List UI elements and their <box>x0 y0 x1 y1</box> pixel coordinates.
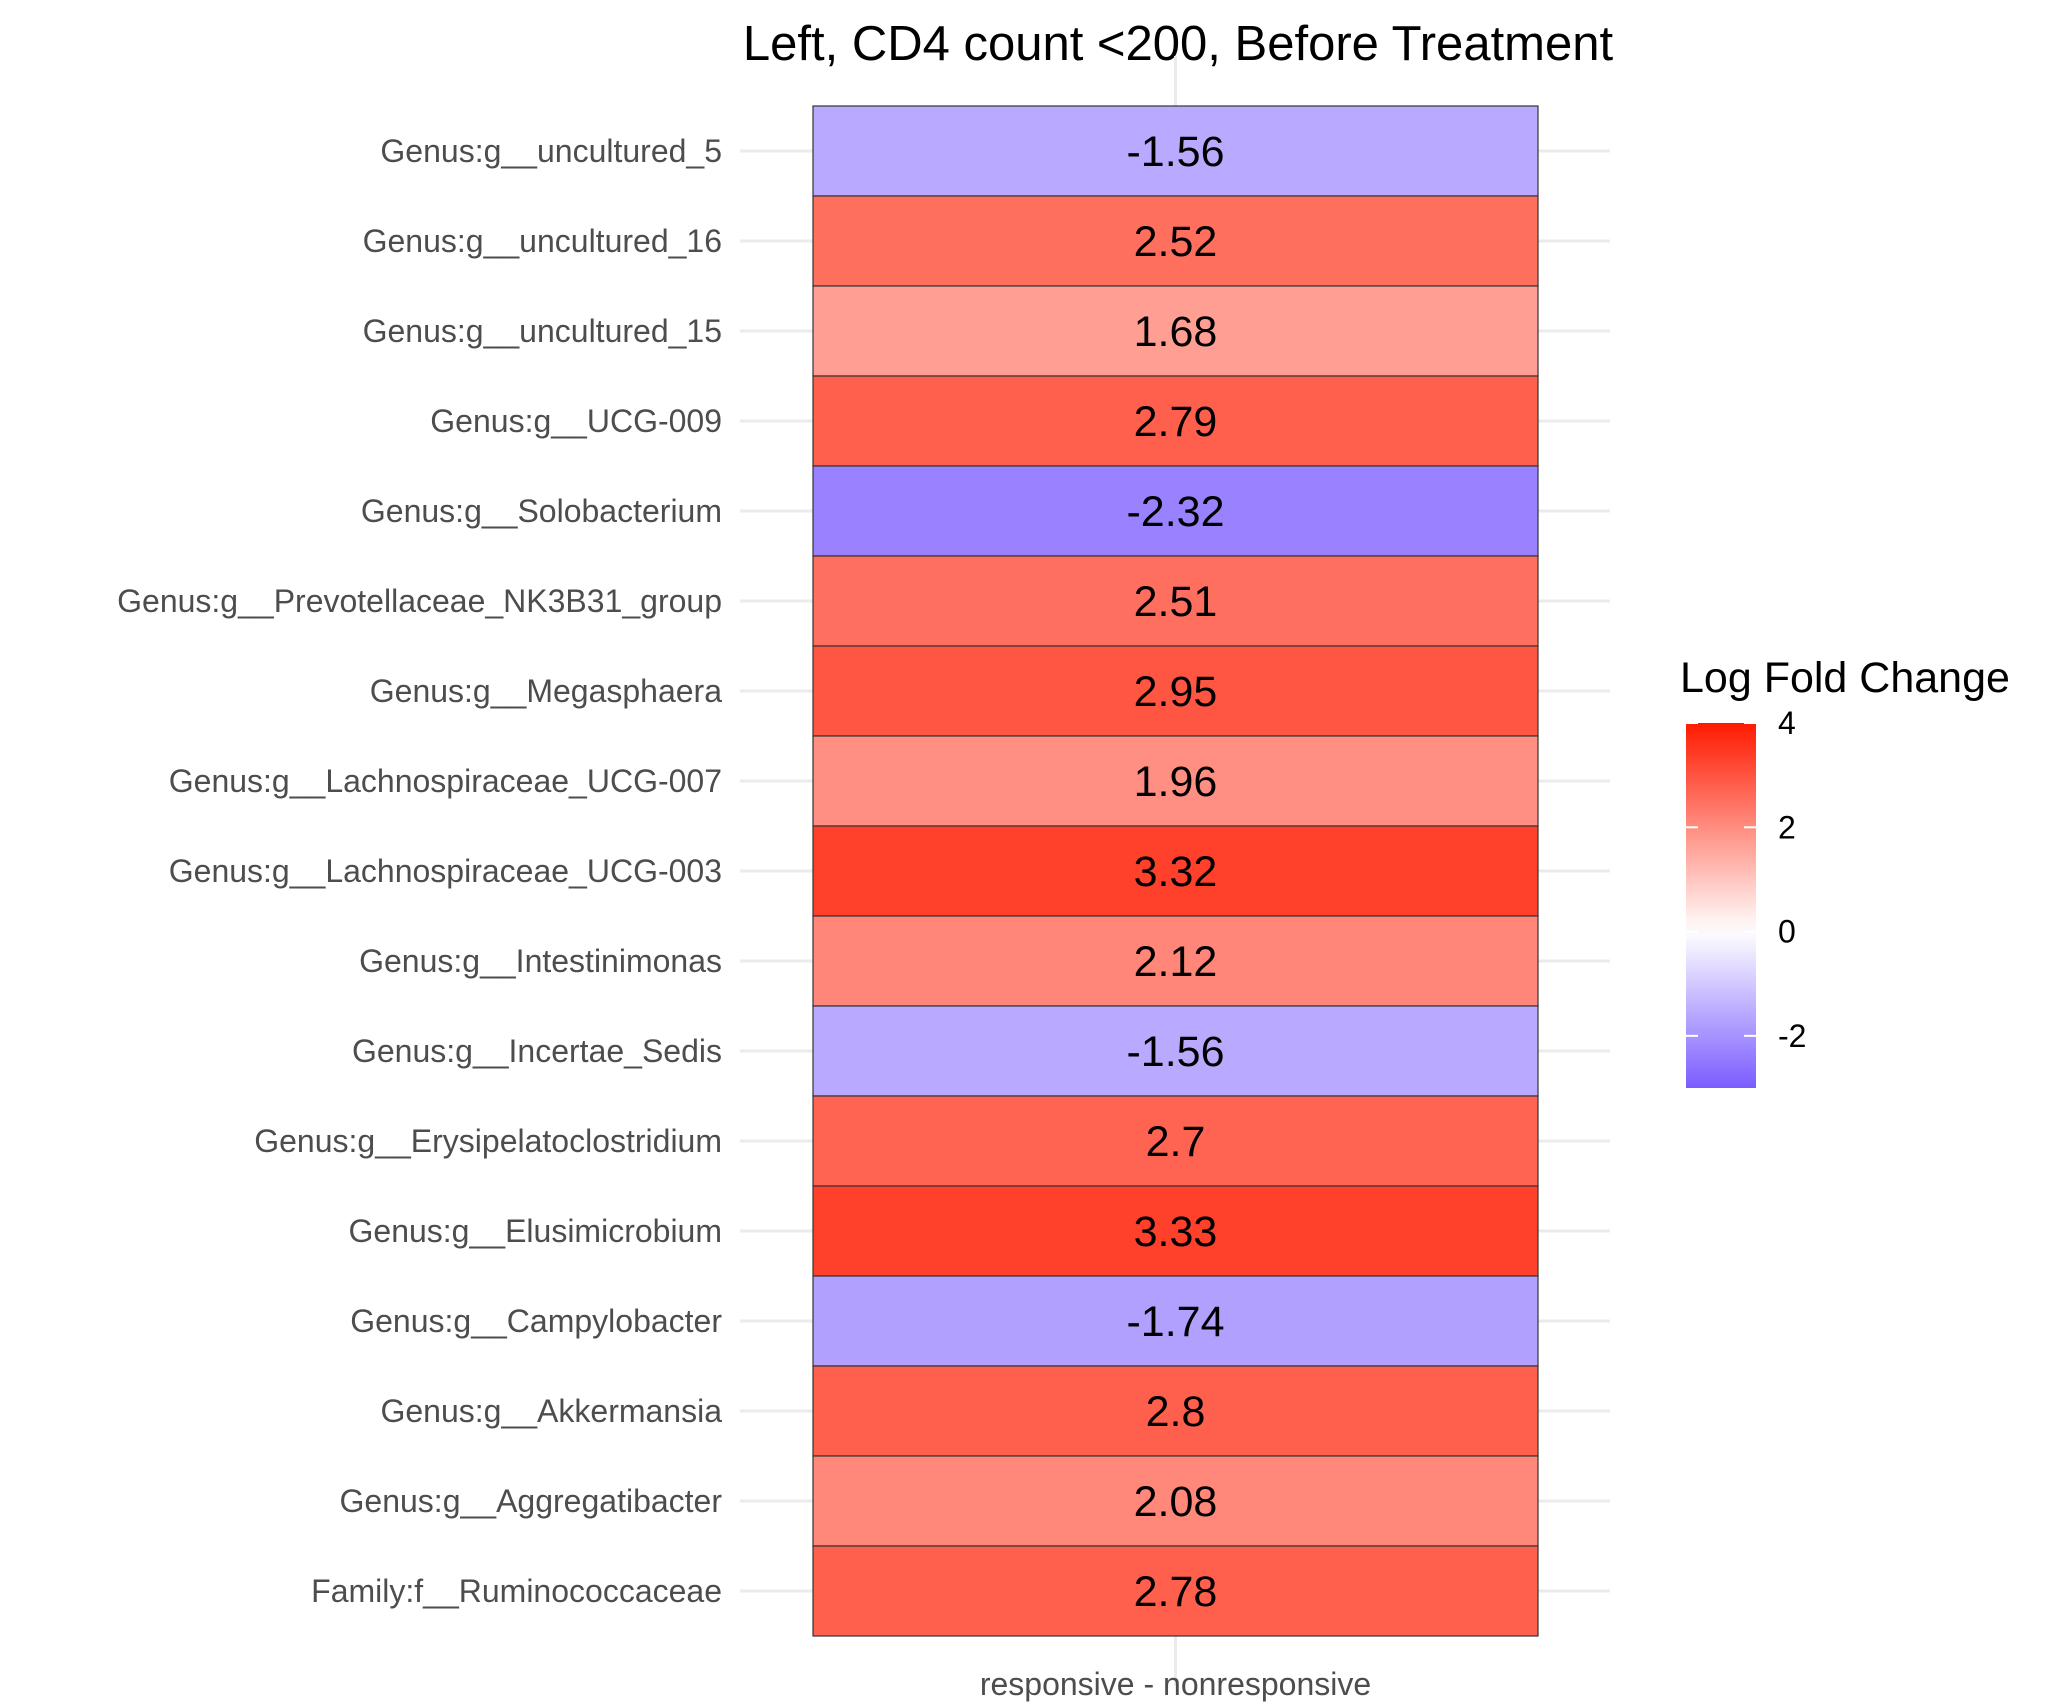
y-tick-label: Genus:g__uncultured_16 <box>363 223 722 259</box>
cell-value-label: -2.32 <box>1126 488 1224 536</box>
cell-value-label: 1.68 <box>1134 308 1218 356</box>
cell-value-label: 2.52 <box>1134 218 1218 266</box>
y-tick-label: Genus:g__Intestinimonas <box>359 943 722 979</box>
y-tick-label: Family:f__Ruminococcaceae <box>311 1573 722 1609</box>
y-tick-label: Genus:g__Akkermansia <box>380 1393 722 1429</box>
heatmap-cell <box>812 285 1539 377</box>
cell-value-label: -1.56 <box>1126 1028 1224 1076</box>
heatmap-cell <box>812 1005 1539 1097</box>
cell-value-label: -1.56 <box>1126 128 1224 176</box>
y-tick-label: Genus:g__Solobacterium <box>361 493 722 529</box>
cell-value-label: 1.96 <box>1134 758 1218 806</box>
heatmap-cell <box>812 1545 1539 1637</box>
cell-value-label: 2.79 <box>1134 398 1218 446</box>
y-tick-label: Genus:g__Incertae_Sedis <box>352 1033 722 1069</box>
heatmap-cell <box>812 735 1539 827</box>
heatmap-cell <box>812 825 1539 917</box>
legend-tick-label: 0 <box>1778 914 1796 950</box>
legend-tick-label: -2 <box>1778 1018 1806 1054</box>
y-tick-label: Genus:g__uncultured_5 <box>380 133 722 169</box>
cell-value-label: 2.95 <box>1134 668 1218 716</box>
heatmap-cell <box>812 105 1539 197</box>
legend-colorbar <box>1686 723 1756 1088</box>
y-tick-label: Genus:g__Aggregatibacter <box>340 1483 723 1519</box>
legend-tick-label: 2 <box>1778 809 1796 845</box>
cell-value-label: 2.7 <box>1146 1118 1206 1166</box>
heatmap-cell <box>812 1455 1539 1547</box>
cell-value-label: 3.33 <box>1134 1208 1218 1256</box>
heatmap-cell <box>812 465 1539 557</box>
y-tick-label: Genus:g__Lachnospiraceae_UCG-007 <box>169 763 722 799</box>
cell-value-label: 3.32 <box>1134 848 1218 896</box>
cell-value-label: 2.51 <box>1134 578 1218 626</box>
y-tick-label: Genus:g__Erysipelatoclostridium <box>254 1123 722 1159</box>
heatmap-cell <box>812 1185 1539 1277</box>
legend-title: Log Fold Change <box>1680 654 2010 702</box>
y-tick-label: Genus:g__uncultured_15 <box>363 313 722 349</box>
y-axis-tick-labels: Genus:g__uncultured_5 Genus:g__uncultured… <box>117 133 722 1609</box>
y-tick-label: Genus:g__UCG-009 <box>430 403 722 439</box>
y-tick-label: Genus:g__Prevotellaceae_NK3B31_group <box>117 583 722 619</box>
cell-value-label: 2.08 <box>1134 1478 1218 1526</box>
cell-value-label: 2.8 <box>1146 1388 1206 1436</box>
heatmap-cells: -1.56 2.52 1.68 2.79 -2.32 2.51 2.95 1.96 3.32 2.… <box>812 105 1539 1637</box>
cell-value-label: 2.12 <box>1134 938 1218 986</box>
heatmap-cell <box>812 375 1539 467</box>
heatmap-cell <box>812 1365 1539 1457</box>
y-tick-label: Genus:g__Lachnospiraceae_UCG-003 <box>169 853 722 889</box>
chart-title: Left, CD4 count <200, Before Treatment <box>743 17 1614 71</box>
heatmap-cell <box>812 555 1539 647</box>
y-tick-label: Genus:g__Megasphaera <box>370 673 722 709</box>
cell-value-label: 2.78 <box>1134 1568 1218 1616</box>
x-tick-label: responsive - nonresponsive <box>980 1666 1371 1702</box>
color-legend: Log Fold Change 4 2 0 -2 <box>1680 654 2010 1088</box>
heatmap-cell <box>812 1275 1539 1367</box>
heatmap-cell <box>812 915 1539 1007</box>
x-axis-tick-labels: responsive - nonresponsive <box>980 1666 1371 1702</box>
heatmap-cell <box>812 1095 1539 1187</box>
heatmap-cell <box>812 195 1539 287</box>
heatmap-cell <box>812 645 1539 737</box>
y-tick-label: Genus:g__Campylobacter <box>350 1303 722 1339</box>
legend-tick-label: 4 <box>1778 705 1796 741</box>
cell-value-label: -1.74 <box>1126 1298 1224 1346</box>
y-tick-label: Genus:g__Elusimicrobium <box>349 1213 723 1249</box>
